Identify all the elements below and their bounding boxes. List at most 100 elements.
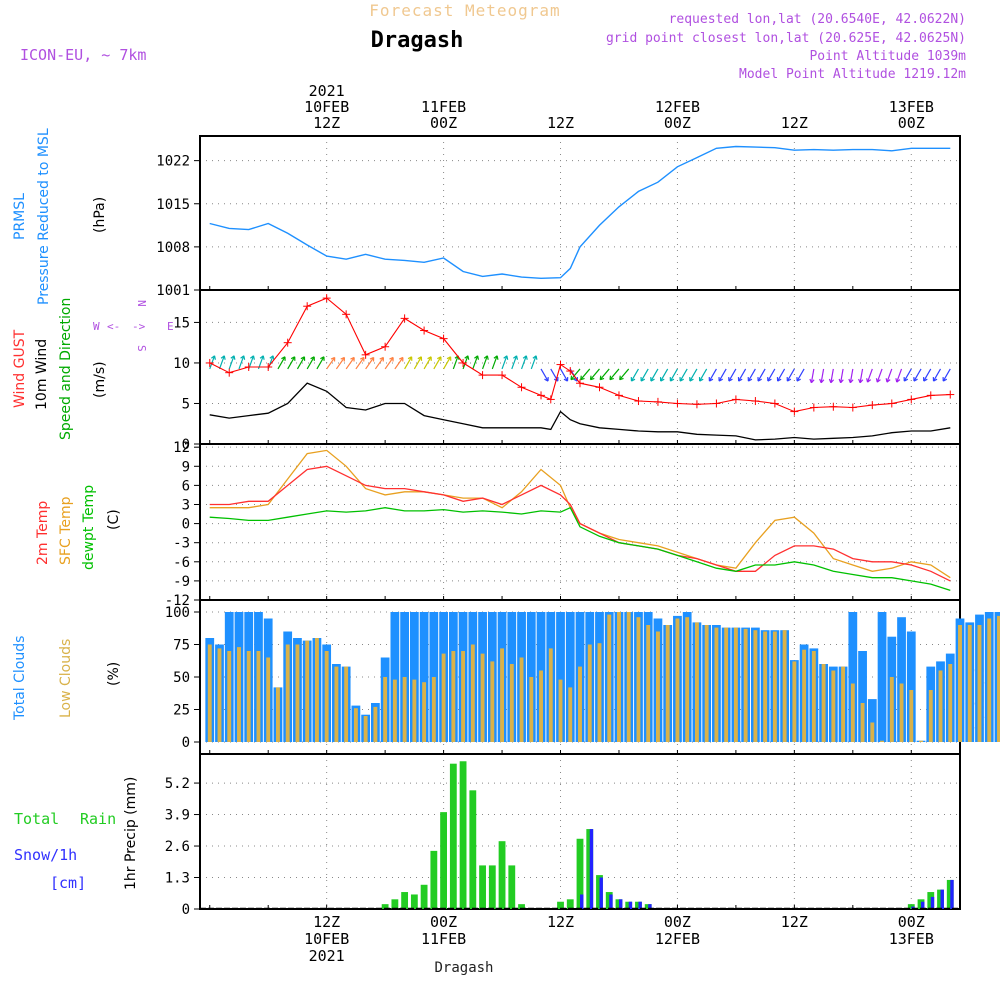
wind-arrow: [501, 355, 509, 370]
low-cloud-bar: [422, 682, 427, 742]
low-cloud-bar: [626, 612, 631, 742]
low-cloud-bar: [831, 670, 836, 742]
rain-bar: [488, 865, 496, 909]
wind-arrow-shaft: [287, 356, 296, 370]
wind-arrow-shaft: [886, 368, 893, 383]
low-cloud-bar: [373, 706, 378, 742]
wind-arrow-shaft: [296, 356, 305, 370]
top-time-label: 00Z: [430, 114, 457, 132]
wind-arrow-shaft: [913, 368, 922, 382]
total-cloud-bar: [877, 612, 887, 742]
low-cloud-bar: [607, 614, 612, 742]
wind-arrow: [326, 356, 336, 370]
low-cloud-bar: [256, 651, 261, 742]
wind-arrow: [776, 368, 786, 382]
wind-arrow: [669, 368, 678, 382]
wind-arrow-shaft: [728, 368, 737, 382]
rain-bar: [557, 901, 564, 909]
wind-arrow: [540, 368, 549, 382]
wind-arrow-head: [699, 378, 704, 382]
low-cloud-bar: [997, 615, 1000, 742]
wind-arrow-head: [486, 355, 489, 360]
low-cloud-bar: [276, 687, 280, 742]
low-cloud-bar: [987, 618, 992, 742]
y-tick-label: 12: [173, 440, 190, 456]
wind-arrow-shaft: [942, 368, 951, 382]
low-cloud-bar: [880, 740, 884, 742]
wind-arrow-head: [483, 355, 488, 359]
product-title: Forecast Meteogram: [369, 1, 560, 20]
precip-labels: Total Rain Snow/1h [cm] 1hr Precip (mm): [14, 777, 139, 892]
wind-arrow-shaft: [757, 368, 766, 382]
wind-arrow-shaft: [876, 368, 883, 383]
wind-arrow-head: [243, 355, 246, 360]
low-cloud-bar: [344, 666, 349, 742]
low-cloud-bar: [305, 640, 310, 742]
top-time-label: 12FEB: [655, 98, 700, 116]
wind-arrow-head: [389, 356, 394, 360]
low-cloud-bar: [451, 651, 456, 742]
temp-labels: 2m Temp SFC Temp dewpt Temp (C): [35, 485, 122, 570]
snow-bar: [628, 901, 633, 909]
low-cloud-bar: [548, 648, 553, 742]
low-cloud-bar: [889, 677, 894, 742]
wind-arrow: [650, 368, 659, 382]
rain-bar: [449, 763, 457, 909]
wind-arrow-head: [563, 378, 568, 382]
wind-arrow: [796, 368, 805, 382]
temp-unit: (C): [106, 509, 122, 530]
low-cloud-bar: [470, 644, 475, 742]
wind-arrow-head: [796, 378, 801, 382]
low-cloud-bar: [704, 625, 709, 742]
wind-arrow-shaft: [738, 368, 747, 382]
low-cloud-bar: [870, 722, 875, 742]
top-time-label: 10FEB: [304, 98, 349, 116]
wind-arrow: [277, 356, 286, 370]
wind-arrow-shaft: [820, 368, 825, 383]
wind-arrow-head: [923, 378, 928, 382]
low-cloud-bar: [539, 670, 543, 742]
wind-arrow-shaft: [433, 356, 442, 370]
wind-arrow-shaft: [590, 368, 600, 381]
wind-arrow: [630, 368, 639, 382]
low-cloud-bar: [587, 644, 592, 742]
wind-arrow-head: [828, 378, 832, 383]
wind-arrow-shaft: [859, 368, 864, 383]
top-time-label: 12Z: [547, 114, 574, 132]
low-cloud-bar: [821, 664, 826, 742]
wind-arrow: [809, 368, 815, 384]
low-cloud-bar: [617, 612, 621, 742]
wind-arrow-shaft: [896, 368, 903, 383]
wind-arrow-shaft: [326, 357, 336, 370]
wind-arrow-shaft: [462, 355, 469, 370]
rain-bar: [605, 892, 613, 909]
wind-arrow-head: [269, 355, 274, 359]
wind-arrow: [209, 355, 216, 370]
wind-arrow: [747, 368, 756, 382]
wind-arrow-head: [262, 355, 265, 360]
snow-bar: [638, 901, 642, 909]
wind-arrow-shaft: [679, 368, 688, 382]
wind-arrow-shaft: [345, 357, 355, 370]
low-cloud-bar: [500, 648, 504, 742]
snow-bar: [580, 894, 584, 909]
low-cloud-bar: [909, 690, 914, 742]
wind-arrow-shaft: [404, 356, 413, 370]
wind-arrow: [511, 355, 519, 370]
low-cloud-bar: [519, 657, 524, 742]
wind-arrow-shaft: [669, 368, 678, 382]
wind-arrow: [698, 368, 708, 382]
wind-arrow-head: [580, 377, 585, 381]
top-time-label: 12Z: [781, 114, 808, 132]
wind-arrow: [413, 356, 423, 370]
wind-arrow-head: [477, 355, 480, 360]
wind-arrow-head: [437, 356, 442, 360]
wind-arrow-head: [320, 356, 325, 360]
wind-arrow: [530, 355, 538, 370]
rain-bar: [586, 829, 594, 909]
wind-arrow-shaft: [277, 356, 286, 370]
low-cloud-bar: [392, 679, 397, 742]
wind-arrow-head: [570, 377, 575, 381]
wind-arrow: [609, 368, 620, 381]
